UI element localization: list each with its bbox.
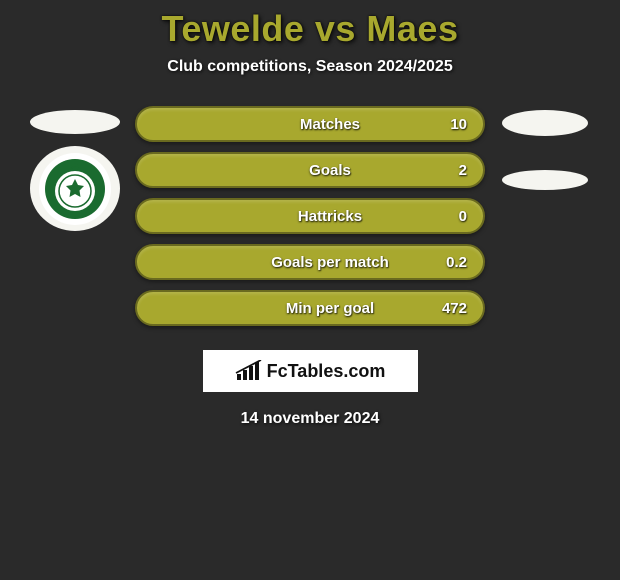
stat-value: 0.2: [446, 254, 467, 271]
stat-label: Min per goal: [155, 300, 465, 317]
branding-box[interactable]: FcTables.com: [203, 350, 418, 392]
stat-label: Matches: [155, 116, 465, 133]
club-logo: [39, 153, 111, 225]
date-text: 14 november 2024: [241, 410, 380, 428]
stat-row: Goals 2: [135, 152, 485, 188]
page-title: Tewelde vs Maes: [162, 8, 459, 50]
shield-icon: [43, 157, 107, 221]
stat-row: Goals per match 0.2: [135, 244, 485, 280]
stats-list: Matches 10 Goals 2 Hattricks 0 Goals per…: [135, 106, 485, 326]
page-root: Tewelde vs Maes Club competitions, Seaso…: [0, 0, 620, 580]
club-badge-right: [502, 170, 588, 190]
club-badge-left: [30, 146, 120, 231]
stat-row: Hattricks 0: [135, 198, 485, 234]
stat-value: 472: [442, 300, 467, 317]
stat-value: 2: [459, 162, 467, 179]
stat-value: 0: [459, 208, 467, 225]
brand-name: FcTables.com: [267, 361, 386, 382]
player-badge-left: [30, 110, 120, 134]
page-subtitle: Club competitions, Season 2024/2025: [167, 58, 452, 76]
stat-label: Goals per match: [155, 254, 465, 271]
main-content: Matches 10 Goals 2 Hattricks 0 Goals per…: [0, 106, 620, 326]
stat-label: Goals: [155, 162, 465, 179]
stat-label: Hattricks: [155, 208, 465, 225]
right-column: [495, 106, 595, 326]
stat-row: Min per goal 472: [135, 290, 485, 326]
player-badge-right: [502, 110, 588, 136]
stat-value: 10: [450, 116, 467, 133]
bar-chart-icon: [235, 360, 263, 382]
left-column: [25, 106, 125, 326]
stat-row: Matches 10: [135, 106, 485, 142]
